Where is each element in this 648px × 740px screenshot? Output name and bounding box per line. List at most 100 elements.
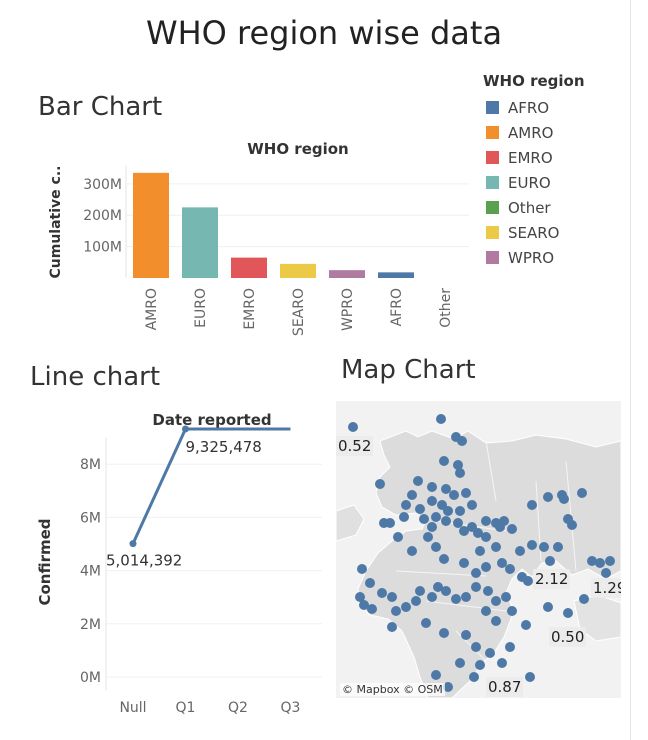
bar-emro[interactable]: [231, 257, 267, 278]
map-marker[interactable]: [415, 504, 425, 514]
map-marker[interactable]: [387, 622, 397, 632]
map-marker[interactable]: [427, 592, 437, 602]
map-marker[interactable]: [527, 540, 537, 550]
map-marker[interactable]: [443, 682, 453, 692]
map-marker[interactable]: [491, 596, 501, 606]
map-marker[interactable]: [553, 542, 563, 552]
map-marker[interactable]: [407, 546, 417, 556]
bar-wpro[interactable]: [329, 270, 365, 278]
map-marker[interactable]: [481, 516, 491, 526]
map-marker[interactable]: [427, 482, 437, 492]
legend-item-wpro[interactable]: WPRO: [486, 248, 554, 268]
map-marker[interactable]: [469, 672, 479, 682]
map-marker[interactable]: [467, 500, 477, 510]
map-marker[interactable]: [481, 606, 491, 616]
bar-chart[interactable]: WHO region Cumulative c.. 100M 200M 300M A…: [40, 130, 470, 345]
map-marker[interactable]: [459, 526, 469, 536]
map-marker[interactable]: [455, 658, 465, 668]
map-marker[interactable]: [439, 554, 449, 564]
bar-searo[interactable]: [280, 263, 316, 278]
map-marker[interactable]: [481, 532, 491, 542]
line-point[interactable]: [129, 540, 137, 548]
map-marker[interactable]: [507, 524, 517, 534]
map-marker[interactable]: [451, 594, 461, 604]
map-marker[interactable]: [391, 606, 401, 616]
map-marker[interactable]: [431, 512, 441, 522]
map-marker[interactable]: [427, 496, 437, 506]
map-marker[interactable]: [359, 600, 369, 610]
legend-item-other[interactable]: Other: [486, 198, 551, 218]
map-marker[interactable]: [499, 516, 509, 526]
legend-item-amro[interactable]: AMRO: [486, 123, 553, 143]
map-marker[interactable]: [348, 422, 358, 432]
map-marker[interactable]: [557, 490, 567, 500]
map-marker[interactable]: [421, 618, 431, 628]
map-marker[interactable]: [483, 586, 493, 596]
map-marker[interactable]: [601, 568, 611, 578]
map-marker[interactable]: [475, 660, 485, 670]
map-marker[interactable]: [579, 594, 589, 604]
map-marker[interactable]: [423, 532, 433, 542]
map-marker[interactable]: [427, 522, 437, 532]
map-marker[interactable]: [501, 592, 511, 602]
map-marker[interactable]: [567, 520, 577, 530]
map-marker[interactable]: [525, 672, 535, 682]
map-marker[interactable]: [449, 490, 459, 500]
map-marker[interactable]: [461, 592, 471, 602]
map-marker[interactable]: [461, 630, 471, 640]
map-marker[interactable]: [419, 514, 429, 524]
map-marker[interactable]: [459, 558, 469, 568]
map-marker[interactable]: [455, 468, 465, 478]
map-marker[interactable]: [471, 568, 481, 578]
map-marker[interactable]: [471, 582, 481, 592]
map-marker[interactable]: [375, 479, 385, 489]
bar-euro[interactable]: [182, 207, 218, 278]
map-marker[interactable]: [473, 528, 483, 538]
map-marker[interactable]: [365, 578, 375, 588]
map-marker[interactable]: [439, 456, 449, 466]
map-marker[interactable]: [521, 620, 531, 630]
map-marker[interactable]: [401, 500, 411, 510]
map-marker[interactable]: [441, 586, 451, 596]
legend-item-searo[interactable]: SEARO: [486, 223, 560, 243]
map-marker[interactable]: [505, 564, 515, 574]
map-marker[interactable]: [453, 460, 463, 470]
map-marker[interactable]: [491, 616, 501, 626]
map-marker[interactable]: [457, 436, 467, 446]
map-marker[interactable]: [587, 556, 597, 566]
map-marker[interactable]: [455, 506, 465, 516]
map-marker[interactable]: [377, 588, 387, 598]
map-marker[interactable]: [367, 604, 377, 614]
map-marker[interactable]: [357, 564, 367, 574]
map-marker[interactable]: [605, 556, 615, 566]
map-marker[interactable]: [407, 490, 417, 500]
map-marker[interactable]: [401, 602, 411, 612]
map-marker[interactable]: [577, 488, 587, 498]
map-marker[interactable]: [485, 648, 495, 658]
map-marker[interactable]: [461, 488, 471, 498]
map-marker[interactable]: [491, 542, 501, 552]
line-chart[interactable]: Date reported Confirmed 0M 2M 4M 6M 8M 5,014…: [30, 402, 330, 722]
map-marker[interactable]: [415, 586, 425, 596]
map-marker[interactable]: [436, 414, 446, 424]
map-marker[interactable]: [523, 576, 533, 586]
map-marker[interactable]: [385, 518, 395, 528]
map-marker[interactable]: [399, 512, 409, 522]
map-marker[interactable]: [543, 492, 553, 502]
map-marker[interactable]: [481, 562, 491, 572]
map-marker[interactable]: [545, 556, 555, 566]
map-marker[interactable]: [433, 582, 443, 592]
map-marker[interactable]: [411, 596, 421, 606]
legend-item-euro[interactable]: EURO: [486, 173, 551, 193]
map-marker[interactable]: [431, 670, 441, 680]
map-marker[interactable]: [475, 546, 485, 556]
map-marker[interactable]: [413, 476, 423, 486]
map-marker[interactable]: [515, 546, 525, 556]
map-marker[interactable]: [497, 658, 507, 668]
map-marker[interactable]: [393, 532, 403, 542]
bar-afro[interactable]: [378, 272, 414, 278]
map-marker[interactable]: [527, 500, 537, 510]
map-marker[interactable]: [507, 606, 517, 616]
map-marker[interactable]: [431, 542, 441, 552]
bar-amro[interactable]: [133, 172, 169, 278]
